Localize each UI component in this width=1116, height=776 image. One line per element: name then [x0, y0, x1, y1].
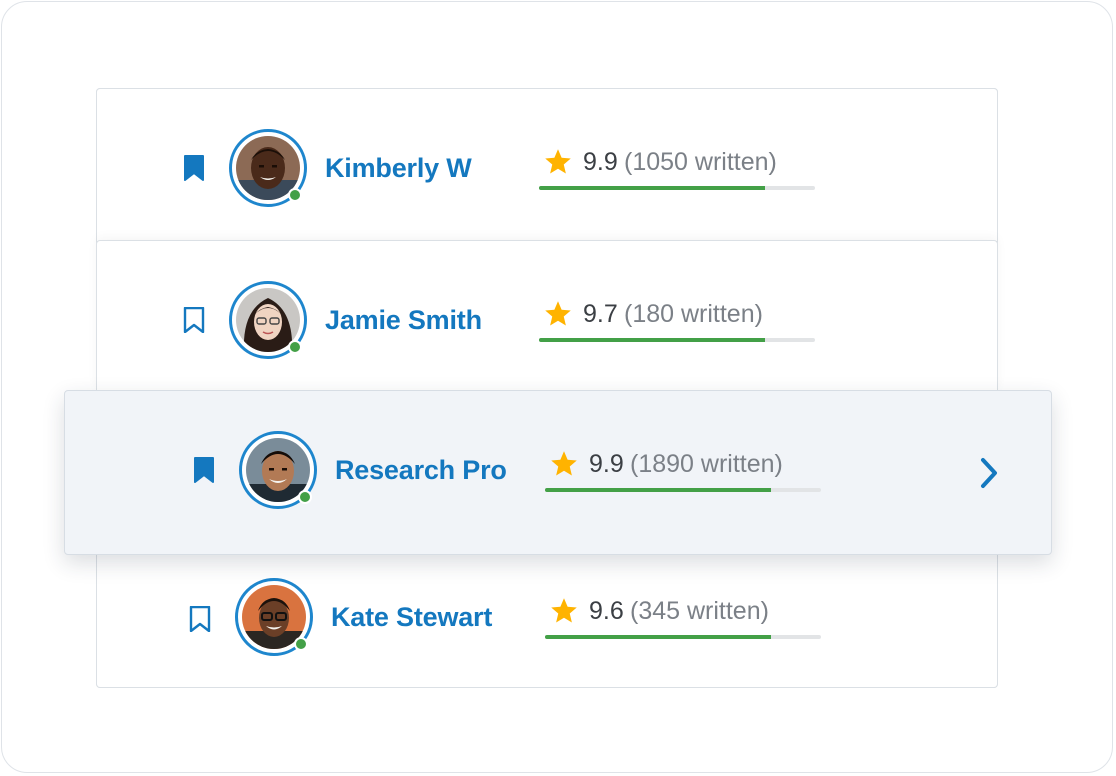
rating-score: 9.6 [589, 597, 624, 625]
written-count: (1050 written) [624, 148, 777, 176]
rating-progress-bar [545, 635, 821, 639]
rating-progress-fill [539, 338, 766, 342]
online-status-dot [288, 340, 302, 354]
written-count: (180 written) [624, 300, 763, 328]
rating-progress-fill [539, 186, 766, 190]
rating-score: 9.9 [589, 450, 624, 478]
avatar [229, 281, 307, 359]
avatar [229, 129, 307, 207]
bookmark-outline-icon[interactable] [183, 307, 205, 333]
writer-name[interactable]: Kate Stewart [331, 602, 493, 632]
writer-row-kimberly-w[interactable]: Kimberly W 9.9 (1050 written) [96, 88, 998, 240]
star-icon [551, 451, 577, 476]
avatar-photo [236, 288, 300, 352]
rating-score: 9.9 [583, 148, 618, 176]
writer-row-kate-stewart[interactable]: Kate Stewart 9.6 (345 written) [96, 548, 998, 688]
star-icon [545, 149, 571, 174]
writer-name[interactable]: Jamie Smith [325, 305, 482, 335]
rating-progress-fill [545, 488, 772, 492]
bookmark-filled-icon[interactable] [193, 457, 215, 483]
rating-progress-fill [545, 635, 772, 639]
avatar [239, 431, 317, 509]
online-status-dot [288, 188, 302, 202]
star-icon [551, 598, 577, 623]
rating-progress-bar [539, 338, 815, 342]
written-count: (1890 written) [630, 450, 783, 478]
chevron-right-icon[interactable] [977, 456, 1001, 490]
bookmark-outline-icon[interactable] [189, 606, 211, 632]
bookmark-filled-icon[interactable] [183, 155, 205, 181]
writer-name[interactable]: Research Pro [335, 455, 507, 485]
rating-progress-bar [545, 488, 821, 492]
writer-row-jamie-smith[interactable]: Jamie Smith 9.7 (180 written) [96, 240, 998, 392]
online-status-dot [298, 490, 312, 504]
avatar [235, 578, 313, 656]
written-count: (345 written) [630, 597, 769, 625]
rating-score: 9.7 [583, 300, 618, 328]
writer-row-research-pro[interactable]: Research Pro 9.9 (1890 written) [64, 390, 1052, 555]
writer-name[interactable]: Kimberly W [325, 153, 472, 183]
online-status-dot [294, 637, 308, 651]
star-icon [545, 301, 571, 326]
avatar-photo [236, 136, 300, 200]
rating-progress-bar [539, 186, 815, 190]
